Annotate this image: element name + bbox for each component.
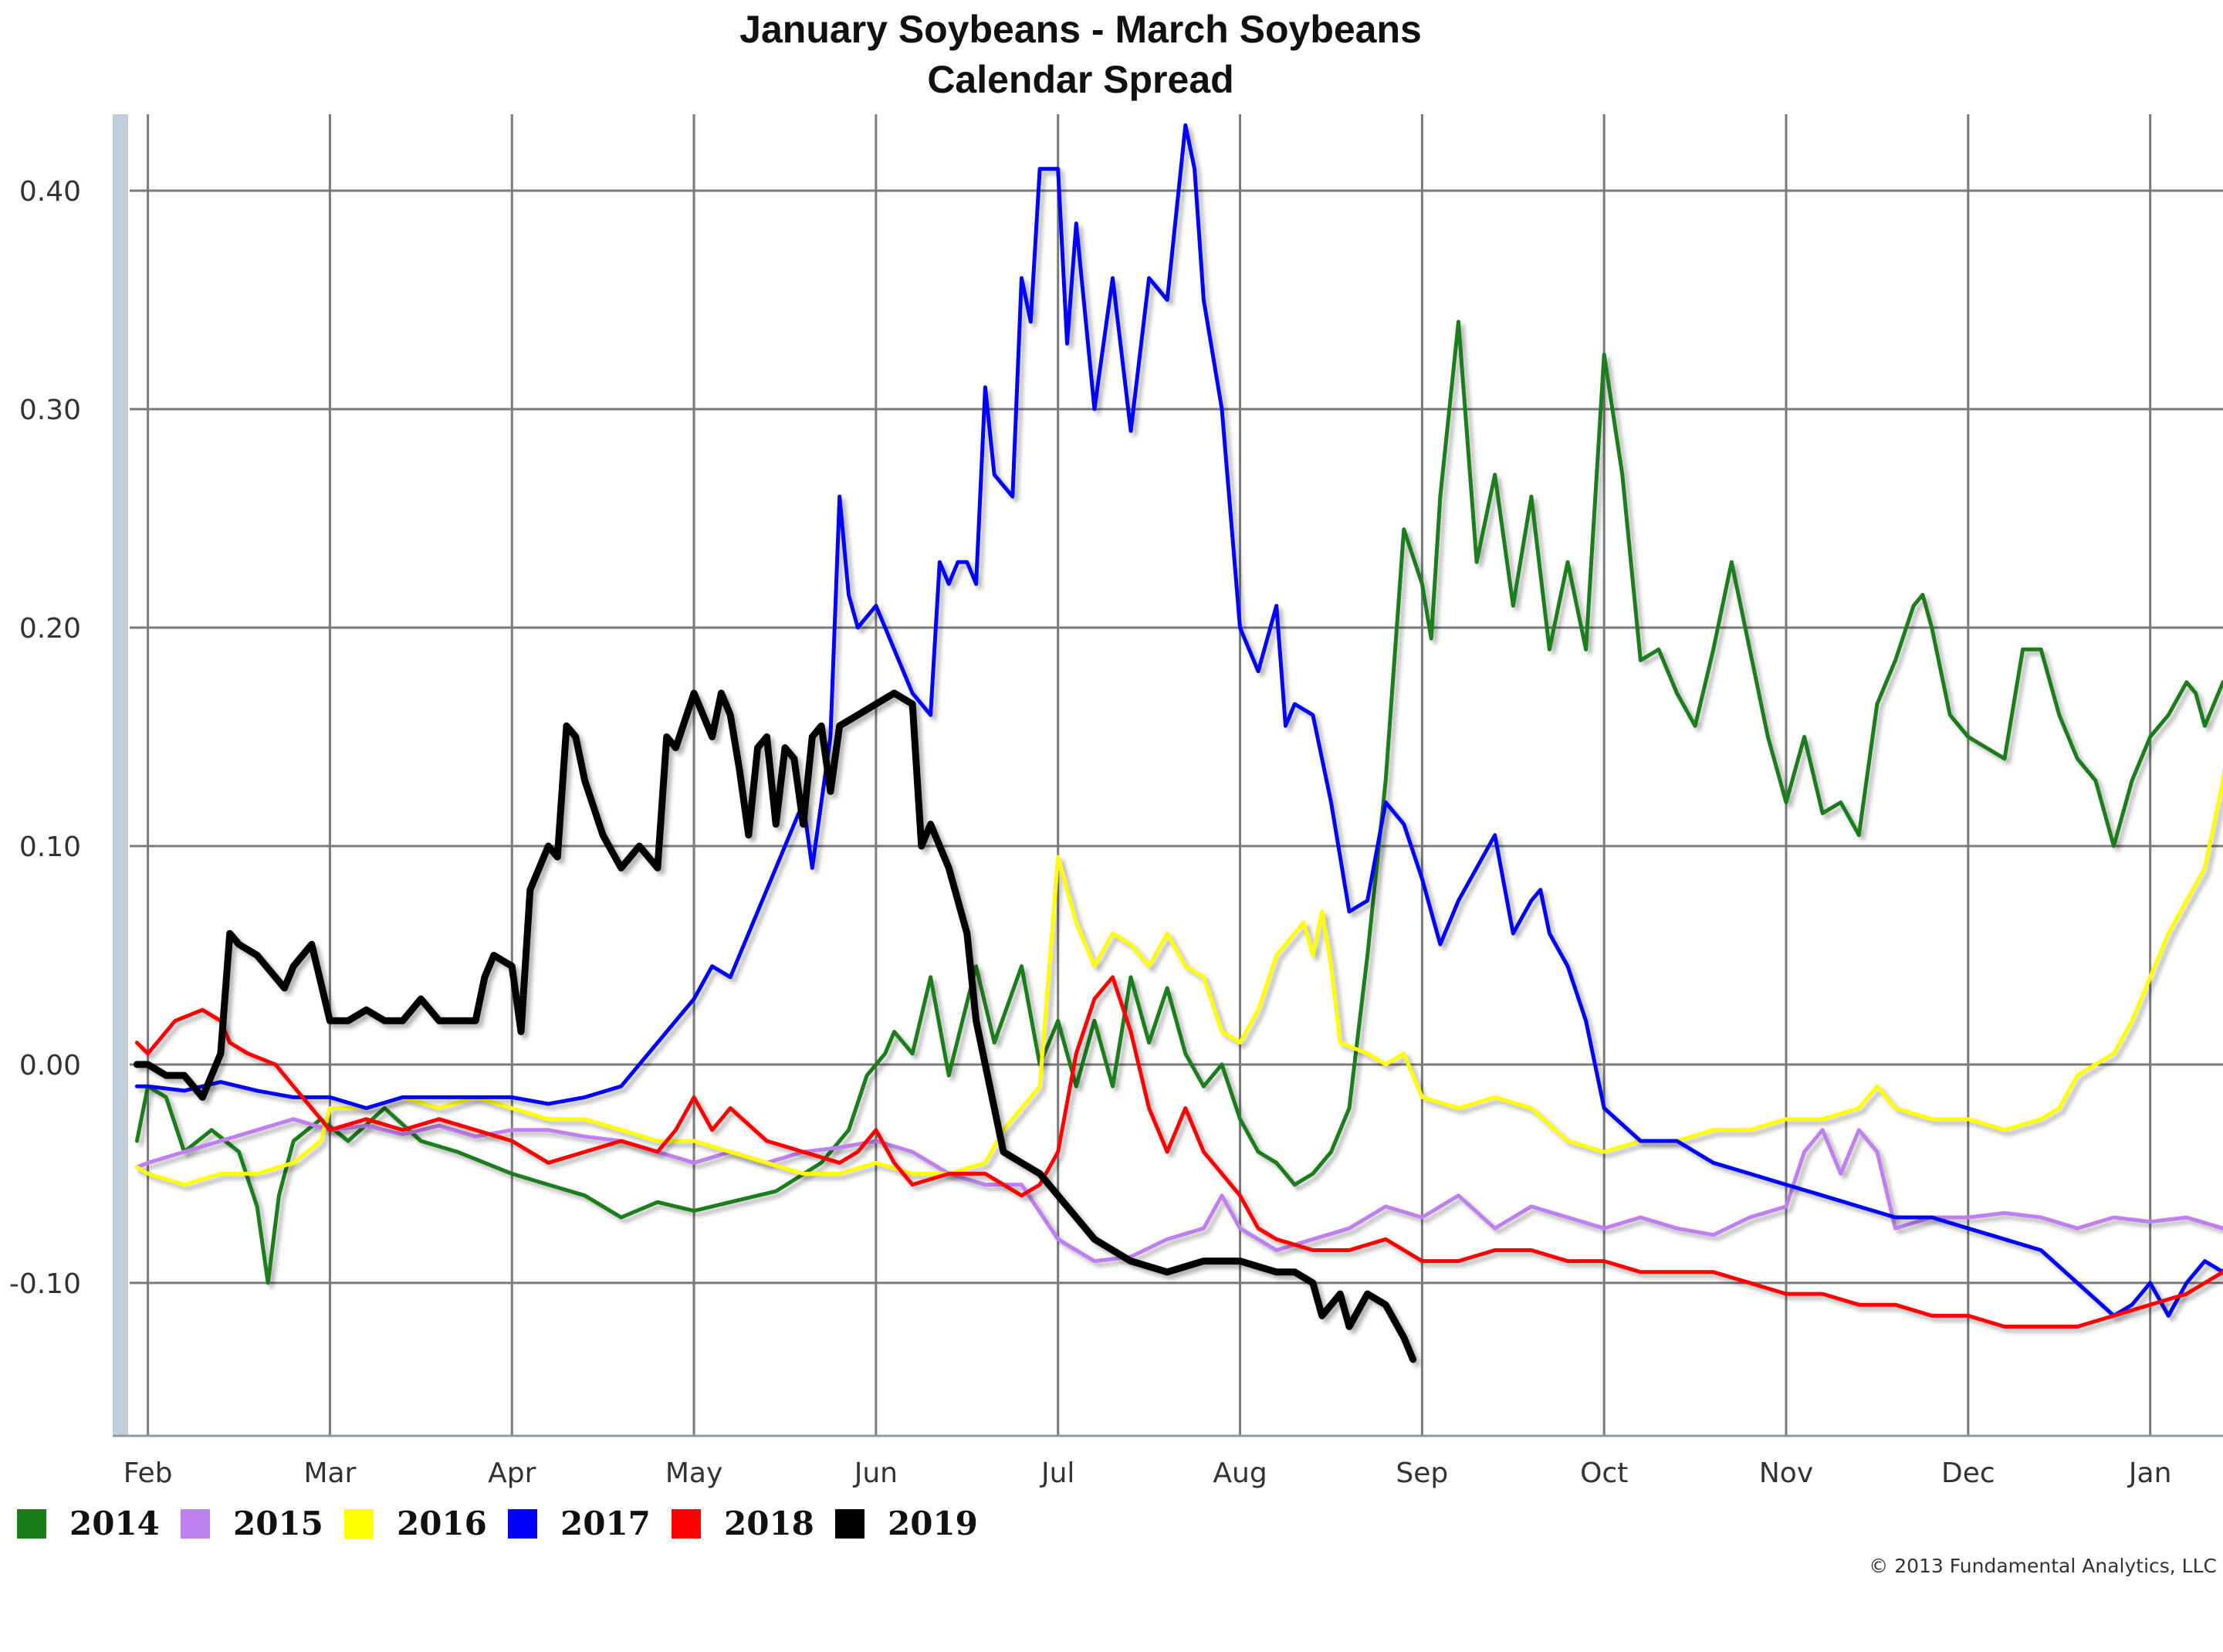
legend-label-2017: 2017 xyxy=(560,1505,651,1542)
plot-background xyxy=(130,114,2223,1436)
x-tick-label-feb: Feb xyxy=(124,1457,173,1489)
chart-subtitle: Calendar Spread xyxy=(927,58,1233,101)
legend-swatch-2019 xyxy=(835,1509,864,1539)
series-line-2016 xyxy=(134,766,2223,1187)
legend-item-2019[interactable]: 2019 xyxy=(835,1505,978,1542)
y-tick-label-4: 0.00 xyxy=(19,1050,81,1082)
legend-swatch-2014 xyxy=(17,1509,46,1539)
x-tick-label-jul: Jul xyxy=(1040,1457,1074,1489)
x-tick-label-dec: Dec xyxy=(1941,1457,1995,1489)
series-line-2015 xyxy=(134,1117,2223,1264)
x-tick-label-mar: Mar xyxy=(303,1457,356,1489)
x-tick-label-oct: Oct xyxy=(1580,1457,1628,1489)
y-tick-label-1: 0.30 xyxy=(19,394,81,426)
x-tick-label-nov: Nov xyxy=(1759,1457,1813,1489)
y-axis-ticks: 0.40 0.30 0.20 0.10 0.00 -0.10 xyxy=(9,176,81,1300)
y-tick-label-5: -0.10 xyxy=(9,1268,81,1300)
y-axis-bar xyxy=(113,114,128,1436)
legend-label-2019: 2019 xyxy=(888,1505,978,1542)
copyright-text: © 2013 Fundamental Analytics, LLC xyxy=(1869,1555,2217,1577)
x-tick-label-sep: Sep xyxy=(1396,1457,1448,1489)
x-tick-label-aug: Aug xyxy=(1213,1457,1267,1489)
legend-label-2015: 2015 xyxy=(233,1505,323,1542)
y-tick-label-2: 0.20 xyxy=(19,613,81,645)
series-line-2019 xyxy=(133,689,1417,1363)
legend-item-2015[interactable]: 2015 xyxy=(181,1505,323,1542)
x-axis-ticks: Feb Mar Apr May Jun Jul Aug Sep Oct Nov Dec Jan xyxy=(124,1457,2172,1489)
legend-swatch-2016 xyxy=(344,1509,374,1539)
y-tick-label-0: 0.40 xyxy=(19,176,81,208)
legend-item-2018[interactable]: 2018 xyxy=(672,1505,814,1542)
legend-swatch-2015 xyxy=(181,1509,210,1539)
legend-swatch-2018 xyxy=(672,1509,701,1539)
legend-swatch-2017 xyxy=(508,1509,537,1539)
series-line-2014 xyxy=(134,320,2223,1285)
legend-label-2014: 2014 xyxy=(69,1505,160,1542)
x-tick-label-jan: Jan xyxy=(2127,1457,2172,1489)
legend-label-2016: 2016 xyxy=(397,1505,487,1542)
legend-item-2014[interactable]: 2014 xyxy=(17,1505,160,1542)
chart-title: January Soybeans - March Soybeans xyxy=(739,8,1422,51)
series-lines xyxy=(133,123,2223,1363)
legend: 2014 2015 2016 2017 2018 2019 xyxy=(17,1505,978,1542)
legend-item-2017[interactable]: 2017 xyxy=(508,1505,651,1542)
x-tick-label-apr: Apr xyxy=(488,1457,536,1489)
x-tick-label-may: May xyxy=(665,1457,722,1489)
x-tick-label-jun: Jun xyxy=(853,1457,898,1489)
plot-area xyxy=(113,114,2223,1437)
series-line-2018 xyxy=(134,975,2223,1329)
grid xyxy=(130,114,2223,1436)
y-tick-label-3: 0.10 xyxy=(19,831,81,863)
legend-item-2016[interactable]: 2016 xyxy=(344,1505,487,1542)
legend-label-2018: 2018 xyxy=(724,1505,814,1542)
